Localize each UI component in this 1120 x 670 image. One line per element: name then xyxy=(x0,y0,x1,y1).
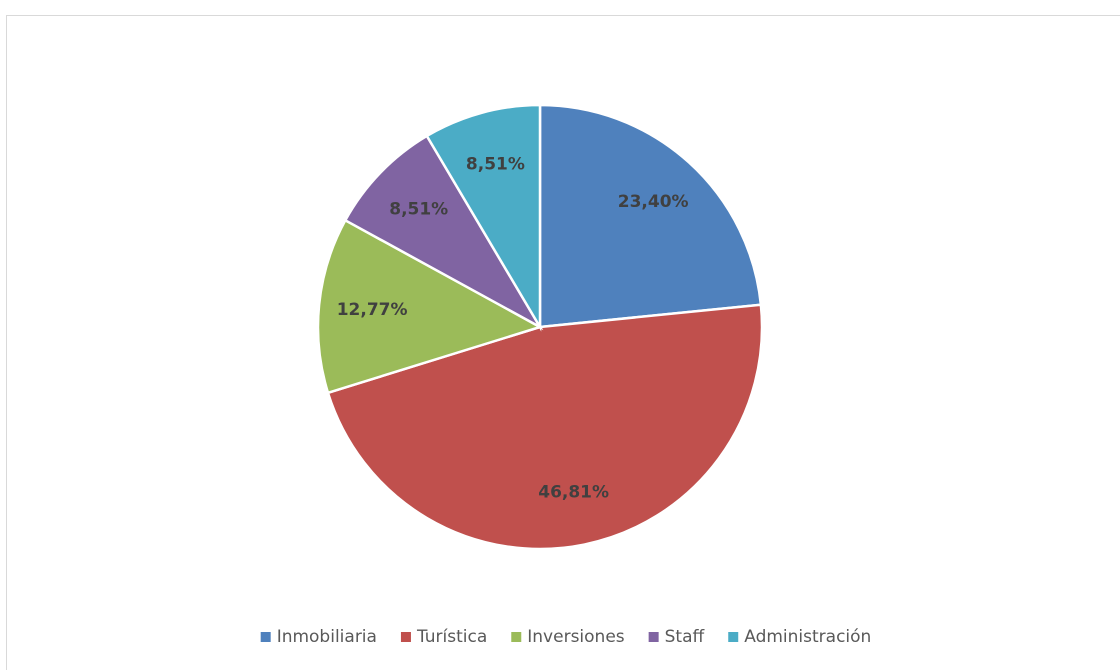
legend-label: Inversiones xyxy=(527,627,625,647)
data-label: 46,81% xyxy=(538,482,609,502)
pie-slice xyxy=(343,134,544,331)
legend-label: Administración xyxy=(744,627,871,647)
data-label: 8,51% xyxy=(389,200,448,220)
data-label: 8,51% xyxy=(466,154,525,174)
pie-slice xyxy=(538,103,763,329)
pie-slice xyxy=(425,103,542,332)
pie-slice xyxy=(316,218,544,395)
legend-marker xyxy=(728,632,739,642)
legend-label: Inmobiliaria xyxy=(277,627,377,647)
legend-marker xyxy=(260,632,271,642)
pie-slice xyxy=(326,303,764,551)
legend-label: Staff xyxy=(665,627,706,647)
legend: Inmobiliaria Turística Inversiones Staff Adm… xyxy=(260,627,871,647)
data-label: 12,77% xyxy=(337,300,408,320)
legend-marker xyxy=(511,632,522,642)
legend-marker xyxy=(400,632,411,642)
legend-marker xyxy=(648,632,659,642)
legend-label: Turística xyxy=(416,627,487,647)
data-label: 23,40% xyxy=(618,192,689,212)
